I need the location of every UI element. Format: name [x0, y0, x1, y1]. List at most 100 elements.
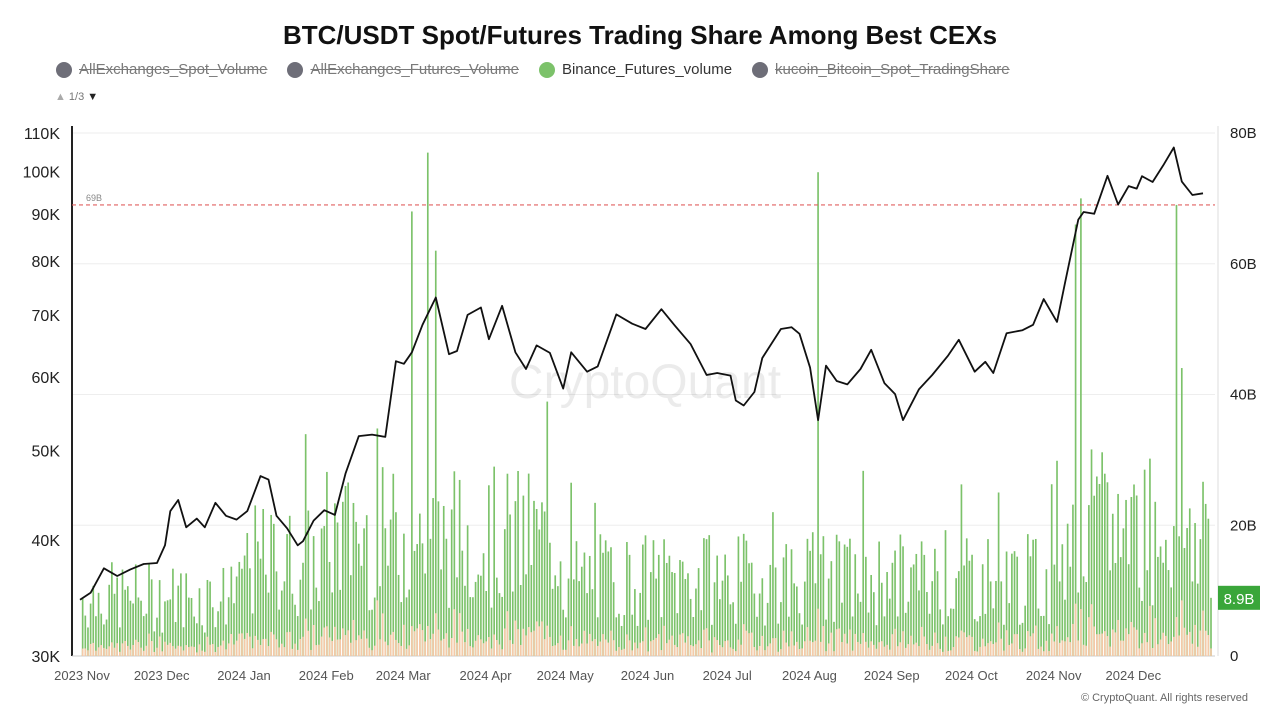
futures-volume-bar	[960, 484, 963, 656]
futures-volume-bar	[883, 616, 886, 656]
legend-label: kucoin_Bitcoin_Spot_TradingShare	[775, 61, 1010, 78]
futures-volume-bar	[551, 588, 554, 656]
futures-volume-bar	[432, 498, 434, 656]
spot-volume-bar	[1180, 600, 1183, 656]
spot-volume-bar	[432, 633, 434, 656]
spot-volume-bar	[100, 645, 103, 656]
futures-volume-bar	[565, 617, 567, 656]
spot-volume-bar	[235, 640, 238, 656]
futures-volume-bar	[1096, 476, 1098, 656]
futures-volume-bar	[81, 597, 84, 656]
spot-volume-bar	[580, 643, 583, 656]
spot-volume-bar	[198, 644, 201, 656]
futures-volume-bar	[270, 514, 272, 656]
futures-volume-bar	[177, 585, 180, 656]
futures-volume-bar	[195, 623, 198, 656]
spot-volume-bar	[610, 630, 612, 656]
spot-volume-bar	[936, 643, 939, 656]
futures-volume-bar	[811, 532, 814, 656]
futures-volume-bar	[1024, 605, 1026, 656]
futures-volume-bar	[984, 613, 987, 656]
spot-volume-bar	[1026, 631, 1029, 656]
spot-volume-bar	[517, 629, 519, 656]
spot-volume-bar	[1082, 644, 1085, 656]
futures-volume-bar	[355, 521, 357, 656]
spot-volume-bar	[349, 642, 352, 656]
futures-volume-bar	[1106, 482, 1109, 656]
spot-volume-bar	[400, 645, 403, 656]
futures-volume-bar	[711, 624, 713, 656]
legend-item-kucoin-spot-tradingshare[interactable]: kucoin_Bitcoin_Spot_TradingShare	[752, 61, 1010, 78]
legend-dot-icon	[752, 61, 769, 78]
futures-volume-bar	[862, 470, 865, 656]
futures-volume-bar	[947, 616, 949, 656]
spot-volume-bar	[711, 652, 713, 656]
spot-volume-bar	[265, 638, 267, 656]
spot-volume-bar	[942, 651, 944, 656]
futures-volume-bar	[466, 525, 469, 656]
futures-volume-bar	[1202, 481, 1204, 656]
spot-volume-bar	[987, 643, 989, 656]
futures-volume-bar	[92, 585, 95, 656]
futures-volume-bar	[910, 567, 912, 656]
y-left-tick-label: 60K	[32, 370, 61, 387]
spot-volume-bar	[1125, 628, 1127, 656]
spot-volume-bar	[981, 638, 984, 656]
spot-volume-bar	[541, 621, 543, 656]
spot-volume-bar	[219, 645, 222, 656]
futures-volume-bar	[108, 584, 111, 656]
spot-volume-bar	[647, 651, 649, 656]
x-tick-label: 2024 Sep	[864, 668, 920, 683]
futures-volume-bar	[748, 563, 750, 656]
legend-item-allexchanges-spot-volume[interactable]: AllExchanges_Spot_Volume	[56, 61, 267, 78]
spot-volume-bar	[477, 635, 480, 656]
futures-volume-bar	[1149, 458, 1151, 656]
futures-volume-bar	[1011, 553, 1013, 656]
spot-volume-bar	[134, 639, 137, 656]
legend-page-up-icon[interactable]: ▲	[55, 91, 66, 103]
spot-volume-bar	[320, 636, 323, 656]
spot-volume-bar	[761, 635, 764, 656]
spot-volume-bar	[352, 619, 355, 656]
spot-volume-bar	[992, 643, 995, 656]
futures-volume-bar	[663, 539, 665, 656]
spot-volume-bar	[960, 630, 963, 656]
legend-item-allexchanges-futures-volume[interactable]: AllExchanges_Futures_Volume	[287, 61, 519, 78]
spot-volume-bar	[344, 635, 347, 656]
futures-volume-bar	[971, 554, 973, 656]
spot-volume-bar	[591, 641, 594, 656]
spot-volume-bar	[902, 631, 904, 656]
futures-volume-bar	[963, 565, 965, 656]
spot-volume-bar	[1143, 632, 1146, 656]
spot-volume-bar	[1013, 634, 1016, 656]
spot-volume-bar	[331, 640, 334, 656]
futures-volume-bar	[156, 617, 158, 656]
spot-volume-bar	[841, 641, 843, 656]
spot-volume-bar	[1040, 646, 1042, 656]
futures-volume-bar	[997, 492, 1000, 656]
futures-volume-bar	[498, 593, 501, 656]
spot-volume-bar	[118, 651, 121, 656]
futures-volume-bar	[896, 616, 899, 656]
futures-volume-bar	[214, 627, 217, 656]
x-tick-label: 2024 Nov	[1026, 668, 1082, 683]
spot-volume-bar	[663, 625, 665, 656]
spot-volume-bar	[822, 626, 825, 656]
futures-volume-bar	[342, 501, 344, 656]
spot-volume-bar	[562, 649, 565, 656]
spot-volume-bar	[915, 642, 918, 656]
spot-volume-bar	[1170, 641, 1173, 656]
spot-volume-bar	[254, 635, 257, 656]
spot-volume-bar	[373, 645, 376, 656]
futures-volume-bar	[742, 533, 745, 656]
spot-volume-bar	[283, 647, 286, 656]
spot-volume-bar	[148, 633, 150, 656]
legend-item-binance-futures-volume[interactable]: Binance_Futures_volume	[538, 61, 732, 78]
x-tick-label: 2024 Feb	[299, 668, 354, 683]
legend-page-down-icon[interactable]: ▼	[87, 91, 99, 103]
futures-volume-bar	[153, 631, 156, 656]
spot-volume-bar	[480, 639, 482, 656]
spot-volume-bar	[857, 641, 859, 656]
spot-volume-bar	[918, 646, 920, 656]
spot-volume-bar	[1058, 642, 1061, 656]
